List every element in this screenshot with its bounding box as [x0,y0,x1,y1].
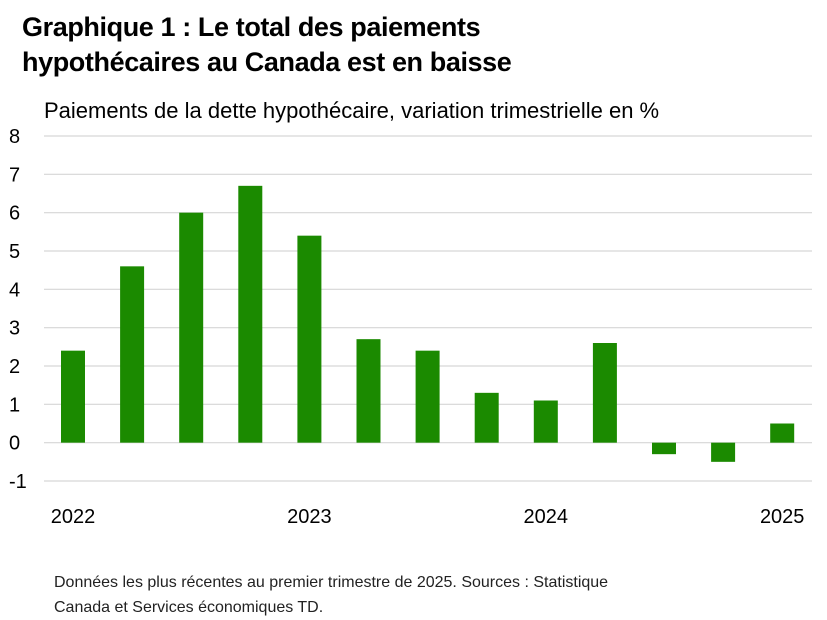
y-tick-label: 3 [9,318,20,340]
footnote-line-2: Canada et Services économiques TD. [54,599,324,616]
y-axis-ticks: 8 7 6 5 4 3 2 1 0 -1 [9,126,27,493]
y-tick-label: 1 [9,394,20,416]
bar: 2023 T3: 2.4 [415,350,440,443]
bar: 2025 T1: 0.5 [770,423,795,443]
y-tick-label: 0 [9,433,20,455]
x-tick-label: 2023 [287,506,332,528]
bar: 2024 T4: -0.5 [711,442,736,462]
bar: 2024 T1: 1.1 [533,400,558,443]
y-tick-label: 5 [9,241,20,263]
footnote-line-1: Données les plus récentes au premier tri… [54,574,609,591]
x-axis-ticks: 2022 2023 2024 2025 [51,506,805,528]
y-tick-label: 7 [9,164,20,186]
chart-title: Graphique 1 : Le total des paiements hyp… [22,10,802,80]
bar-chart: Paiements de la dette hypothécaire, vari… [9,98,812,528]
chart-title-line-2: hypothécaires au Canada est en baisse [22,47,512,77]
chart-title-line-1: Graphique 1 : Le total des paiements [22,12,481,42]
x-tick-label: 2025 [760,506,805,528]
bar: 2022 T2: 4.6 [120,266,145,443]
y-tick-label: 6 [9,203,20,225]
bars: 2022 T1: 2.4 2022 T2: 4.6 2022 T3: 6 2022 T… [61,185,795,462]
y-axis-label: Paiements de la dette hypothécaire, vari… [44,98,659,123]
bar: 2023 T4: 1.3 [474,392,499,443]
y-tick-label: 8 [9,126,20,148]
y-tick-label: -1 [9,471,27,493]
y-tick-label: 4 [9,279,20,301]
y-tick-label: 2 [9,356,20,378]
x-tick-label: 2024 [524,506,569,528]
bar: 2022 T4: 6.7 [238,185,263,443]
bar: 2024 T3: -0.3 [652,442,676,455]
bar: 2023 T1: 5.4 [297,235,322,443]
x-tick-label: 2022 [51,506,96,528]
bar: 2022 T1: 2.4 [61,350,85,443]
footnote: Données les plus récentes au premier tri… [54,570,814,620]
bar: 2023 T2: 2.7 [356,339,381,443]
bar: 2024 T2: 2.6 [592,343,617,443]
bar: 2022 T3: 6 [179,212,204,443]
